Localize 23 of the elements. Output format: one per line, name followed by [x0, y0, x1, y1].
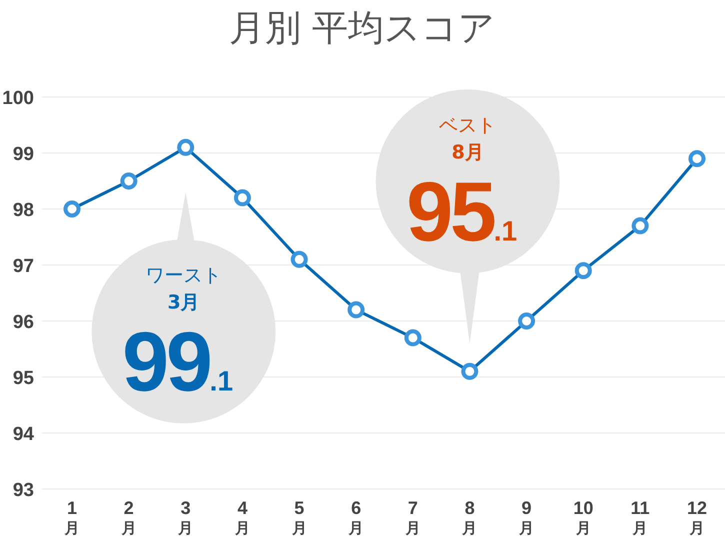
chart-title: 月別 平均スコア — [228, 8, 496, 49]
x-tick-label: 11月 — [630, 498, 650, 537]
x-tick-label: 5月 — [290, 498, 307, 537]
y-tick-label: 96 — [12, 312, 34, 333]
y-tick-label: 95 — [12, 368, 34, 389]
x-tick-label: 3月 — [177, 498, 194, 537]
y-tick-label: 94 — [12, 424, 34, 445]
x-tick-label: 7月 — [404, 498, 420, 537]
y-tick-label: 97 — [12, 256, 34, 277]
y-tick-label: 98 — [12, 200, 34, 221]
x-tick-label: 9月 — [518, 498, 534, 537]
annotation: ワースト 3月 99.1 — [122, 264, 234, 408]
x-tick-label: 12月 — [686, 498, 708, 537]
x-tick-label: 2月 — [120, 498, 136, 537]
y-tick-label: 93 — [12, 480, 34, 501]
y-tick-label: 99 — [12, 144, 34, 165]
x-tick-label: 6月 — [348, 498, 364, 537]
x-tick-label: 4月 — [234, 498, 250, 537]
x-tick-label: 1月 — [64, 498, 80, 537]
x-tick-label: 8月 — [461, 498, 478, 537]
y-tick-label: 100 — [2, 88, 34, 109]
x-tick-label: 10月 — [573, 498, 594, 537]
annotation: ベスト 8月 95.1 — [406, 114, 518, 258]
